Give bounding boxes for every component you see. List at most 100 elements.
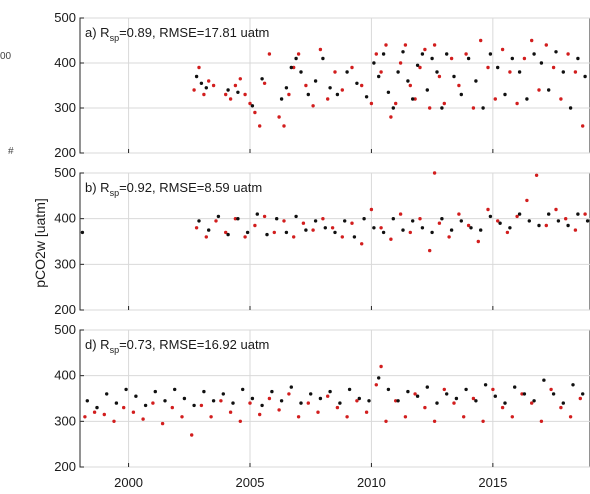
model-point — [321, 56, 325, 61]
model-point — [576, 56, 580, 61]
observed-point — [304, 83, 308, 88]
plot-area — [79, 172, 590, 311]
x-tick-label: 2010 — [357, 475, 386, 490]
observed-point — [449, 56, 454, 61]
observed-point — [374, 383, 378, 387]
model-point — [328, 389, 332, 394]
model-point — [406, 79, 410, 83]
model-point — [440, 217, 444, 221]
observed-point — [564, 217, 568, 221]
observed-point — [537, 88, 541, 92]
observed-point — [379, 226, 383, 230]
y-tick-label: 500 — [54, 10, 76, 25]
observed-point — [481, 419, 485, 423]
model-point — [335, 92, 340, 97]
observed-point — [551, 65, 556, 70]
model-point — [377, 74, 381, 79]
observed-point — [479, 38, 483, 43]
observed-point — [520, 392, 524, 396]
model-point — [352, 235, 357, 239]
observed-point — [437, 74, 442, 79]
model-point — [459, 219, 463, 223]
model-point — [539, 61, 544, 65]
model-point — [362, 217, 366, 221]
observed-point — [194, 226, 199, 230]
observed-point — [306, 401, 310, 405]
model-point — [202, 389, 206, 394]
observed-point — [493, 97, 497, 101]
model-point — [576, 212, 580, 216]
model-point — [124, 387, 128, 392]
observed-point — [292, 65, 296, 70]
observed-point — [102, 412, 107, 417]
observed-point — [345, 415, 349, 419]
observed-point — [267, 396, 272, 401]
model-point — [556, 219, 561, 223]
model-point — [250, 396, 255, 401]
panel-2: 200 300 400 500 2000 2005 2010 2015 d) Rsp=0.73,… — [54, 322, 590, 490]
model-point — [420, 52, 425, 56]
observed-point — [457, 212, 461, 216]
y-tick-label: 400 — [54, 55, 76, 70]
model-point — [391, 217, 395, 221]
model-point — [532, 52, 536, 56]
model-point — [105, 392, 109, 396]
observed-point — [442, 101, 446, 106]
y-axis-label: pCO2w [uatm] — [32, 198, 48, 287]
observed-point — [544, 43, 548, 47]
observed-point — [311, 228, 315, 232]
observed-point — [214, 219, 218, 223]
observed-point — [131, 410, 136, 414]
model-point — [435, 401, 439, 405]
model-point — [367, 399, 371, 403]
model-point — [309, 392, 313, 396]
model-point — [231, 401, 235, 405]
model-point — [488, 214, 493, 219]
observed-point — [394, 399, 398, 403]
observed-point — [287, 92, 291, 97]
observed-point — [522, 56, 527, 61]
model-point — [355, 81, 359, 86]
model-point — [537, 223, 541, 228]
model-point — [496, 65, 500, 70]
observed-point — [243, 92, 247, 97]
model-point — [313, 219, 318, 223]
model-point — [503, 401, 507, 405]
observed-point — [437, 221, 442, 225]
model-point — [411, 219, 415, 223]
model-point — [386, 90, 391, 95]
observed-point — [204, 235, 208, 239]
observed-point — [253, 223, 257, 228]
model-point — [585, 219, 590, 223]
panels: 200 300 400 500 a) Rsp=0.89, RMSE=17.81 uatm… — [54, 10, 590, 490]
observed-point — [364, 410, 369, 414]
model-point — [194, 74, 199, 79]
observed-point — [335, 405, 340, 410]
model-point — [304, 228, 308, 232]
observed-point — [539, 419, 544, 423]
model-point — [571, 383, 575, 387]
model-point — [284, 230, 289, 235]
model-point — [163, 399, 167, 403]
model-point — [430, 56, 434, 61]
observed-point — [233, 83, 238, 88]
observed-point — [398, 212, 403, 216]
observed-point — [262, 214, 267, 219]
observed-point — [369, 101, 374, 106]
model-point — [517, 70, 522, 74]
model-point — [323, 226, 327, 230]
model-point — [493, 394, 497, 398]
observed-point — [340, 88, 344, 92]
observed-point — [525, 198, 529, 203]
observed-point — [219, 399, 223, 403]
observed-point — [211, 83, 216, 88]
observed-point — [141, 417, 145, 421]
model-point — [270, 389, 274, 394]
model-point — [134, 394, 138, 398]
observed-point — [197, 65, 201, 70]
observed-point — [233, 217, 238, 221]
observed-point — [452, 401, 456, 405]
observed-point — [428, 106, 432, 110]
observed-point — [379, 70, 383, 74]
observed-point — [228, 97, 233, 101]
